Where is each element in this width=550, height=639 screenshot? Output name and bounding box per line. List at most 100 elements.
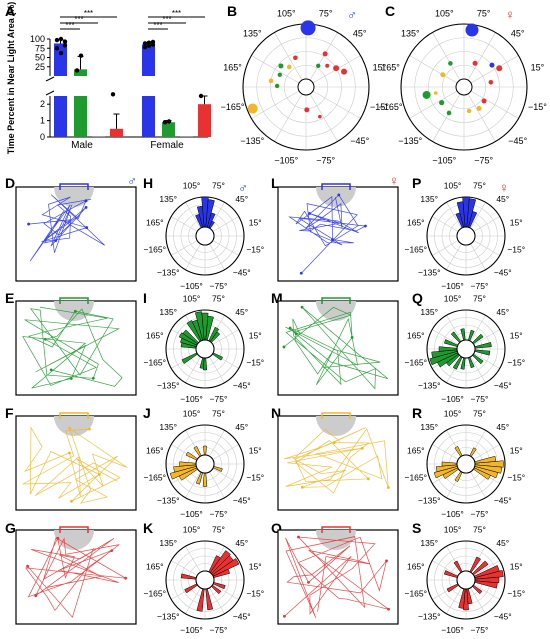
data-point xyxy=(162,120,168,125)
histogram-wedge xyxy=(211,584,222,595)
panel-label-l: L xyxy=(271,175,280,191)
polar-grid-spoke xyxy=(212,216,239,232)
polar-angle-label: −15° xyxy=(507,588,525,598)
panel-label-k: K xyxy=(143,520,153,536)
histogram-wedge xyxy=(468,329,475,342)
histogram-wedge xyxy=(473,466,499,479)
polar-angle-label: 45° xyxy=(235,307,248,317)
bar xyxy=(92,136,105,137)
polar-grid-spoke xyxy=(473,216,500,232)
polar-angle-label: 105° xyxy=(183,525,201,535)
light-zone xyxy=(54,416,94,436)
polar-grid-spoke xyxy=(432,240,459,256)
trajectory-point xyxy=(299,271,303,275)
polar-angle-label: 165° xyxy=(146,218,164,228)
polar-grid-spoke xyxy=(212,444,239,460)
scatter-point xyxy=(446,110,452,116)
histogram-wedge xyxy=(212,568,230,578)
histogram-wedge xyxy=(208,555,221,573)
polar-grid-spoke xyxy=(251,55,300,84)
polar-angle-label: 135° xyxy=(420,194,438,204)
trajectory-point xyxy=(331,238,334,241)
polar-angle-label: −75° xyxy=(471,281,489,291)
histogram-wedge xyxy=(195,213,203,229)
polar-angle-label: −15° xyxy=(246,588,264,598)
polar-grid-spoke xyxy=(209,243,225,270)
polar-outer-ring xyxy=(426,424,506,504)
axis-break-mark xyxy=(45,90,55,96)
polar-grid-spoke xyxy=(409,90,458,119)
trajectory-point xyxy=(70,499,73,503)
histogram-wedge xyxy=(179,461,197,467)
polar-outer-ring xyxy=(400,23,528,151)
polar-angle-label: 15° xyxy=(531,62,545,72)
polar-angle-label: 45° xyxy=(235,538,248,548)
light-source-icon xyxy=(59,412,89,419)
polar-angle-label: 135° xyxy=(401,28,420,38)
polar-angle-label: 135° xyxy=(159,422,177,432)
scatter-point xyxy=(476,105,482,111)
polar-angle-label: −15° xyxy=(507,357,525,367)
trajectory-point xyxy=(364,224,367,228)
histogram-wedge xyxy=(473,467,491,480)
histogram-wedge xyxy=(455,212,464,229)
polar-angle-label: −135° xyxy=(157,612,180,622)
trajectory-point xyxy=(84,206,88,209)
light-source-icon xyxy=(321,297,351,304)
polar-angle-label: 45° xyxy=(235,422,248,432)
histogram-wedge xyxy=(466,198,477,228)
polar-grid-spoke xyxy=(185,202,201,229)
polar-grid-spoke xyxy=(274,93,303,142)
data-point xyxy=(142,41,148,46)
trajectory-point xyxy=(34,594,38,598)
polar-angle-label: 135° xyxy=(159,194,177,204)
polar-angle-label: −135° xyxy=(157,496,180,506)
histogram-wedge xyxy=(173,464,197,473)
histogram-wedge xyxy=(460,357,466,370)
female-symbol-icon: ♀ xyxy=(505,7,515,22)
scatter-point xyxy=(278,63,284,69)
data-point xyxy=(146,40,152,45)
polar-angle-label: −45° xyxy=(233,268,251,278)
polar-inner-ring xyxy=(297,78,315,96)
polar-outer-ring xyxy=(165,424,245,504)
panel-label-r: R xyxy=(412,405,422,421)
polar-outer-ring xyxy=(426,309,506,389)
polar-angle-label: 165° xyxy=(223,62,242,72)
polar-angle-label: −45° xyxy=(233,496,251,506)
polar-grid-spoke xyxy=(470,356,486,383)
histogram-wedge xyxy=(212,582,226,590)
polar-angle-label: −15° xyxy=(246,244,264,254)
polar-angle-label: 75° xyxy=(473,409,486,419)
polar-angle-label: 75° xyxy=(473,525,486,535)
polar-grid-spoke xyxy=(473,560,500,576)
polar-angle-label: 105° xyxy=(444,181,462,191)
polar-inner-ring xyxy=(195,339,215,359)
trajectory-point xyxy=(300,485,304,489)
scatter-point xyxy=(318,114,322,119)
polar-angle-label: −165° xyxy=(404,244,427,254)
scatter-point xyxy=(316,63,321,68)
light-source-icon xyxy=(59,183,89,190)
polar-angle-label: 15° xyxy=(249,331,262,341)
trajectory-point xyxy=(385,559,388,563)
light-source-icon xyxy=(59,297,89,304)
polar-angle-label: 15° xyxy=(510,446,523,456)
polar-grid-spoke xyxy=(185,356,201,383)
polar-angle-label: −105° xyxy=(180,394,203,404)
polar-angle-label: −105° xyxy=(441,394,464,404)
polar-grid-spoke xyxy=(212,468,239,484)
panel-label-c: C xyxy=(385,3,395,19)
panel-a-bars: ****************** xyxy=(54,9,211,137)
trajectory-point xyxy=(366,477,370,481)
polar-angle-label: 15° xyxy=(510,562,523,572)
polar-inner-ring xyxy=(455,78,473,96)
histogram-wedge xyxy=(208,220,215,229)
polar-grid-spoke xyxy=(470,243,486,270)
polar-grid-spoke xyxy=(251,90,300,119)
scatter-point xyxy=(341,68,348,75)
bar xyxy=(54,43,67,76)
polar-grid-spoke xyxy=(470,90,519,119)
significance-label: *** xyxy=(153,21,162,30)
data-point xyxy=(78,53,84,58)
